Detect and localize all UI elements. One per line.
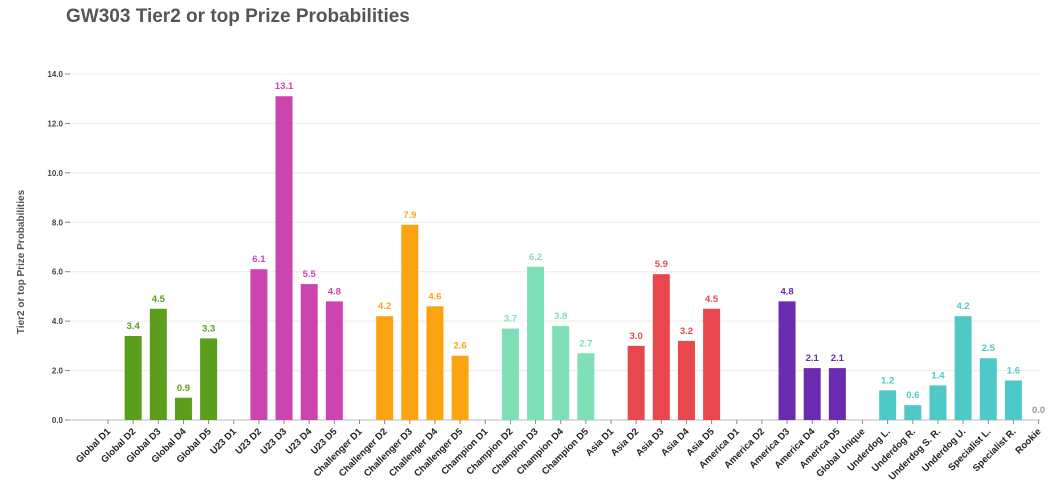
bar-value-label: 3.4 [127,321,141,332]
y-tick-label: 14.0 [47,70,63,79]
bar-value-label: 1.2 [881,375,894,386]
bar [325,301,343,420]
bar [904,405,922,420]
bar [275,96,293,420]
y-tick-label: 8.0 [52,218,64,227]
bar-value-label: 6.1 [252,254,266,265]
bar [124,335,142,420]
bar [527,266,545,420]
chart-title: GW303 Tier2 or top Prize Probabilities [66,6,410,27]
bar [627,345,645,420]
bar [451,355,469,420]
bar [954,316,972,420]
y-tick-label: 0.0 [52,416,64,425]
bar-value-label: 4.2 [378,301,391,312]
bar-value-label: 4.5 [152,294,166,305]
bar [401,224,419,420]
x-category-label: U23 D2 [233,426,264,457]
bar [300,284,318,420]
bar [250,269,268,420]
bar-value-label: 4.5 [705,294,719,305]
bar-value-label: 3.0 [630,331,643,342]
bar-value-label: 0.6 [906,390,919,401]
bar-value-label: 3.7 [504,314,517,325]
bar [174,397,192,420]
bar-value-label: 0.9 [177,383,190,394]
bar [979,358,997,420]
bar [677,340,695,420]
x-category-label: U23 D1 [208,426,239,457]
bar [149,308,167,420]
bar-value-label: 5.9 [655,259,668,270]
bar [929,385,947,420]
bar [778,301,796,420]
value-labels: 3.4 4.5 0.9 3.3 6.1 13.1 5.5 4.8 4.2 7.9 4.6 2.6 3.7… [127,81,1046,416]
bar-value-label: 4.8 [780,286,793,297]
bar-value-label: 4.8 [328,286,341,297]
bar [426,306,444,420]
bar [652,274,670,420]
x-category-label: Rookie [1013,426,1043,456]
bar [803,368,821,420]
bar-value-label: 2.6 [453,341,466,352]
bar [577,353,595,420]
bar [703,308,721,420]
bar-value-label: 4.2 [956,301,969,312]
bar-value-label: 3.2 [680,326,693,337]
bar-value-label: 7.9 [403,210,416,221]
x-category-label: U23 D3 [259,426,290,457]
bar-value-label: 0.0 [1032,405,1045,416]
y-axis-title: Tier2 or top Prize Probabilities [16,189,27,334]
bar [828,368,846,420]
bar-value-label: 5.5 [303,269,317,280]
bar-value-label: 4.6 [428,291,441,302]
bars [124,96,1022,420]
bar-value-label: 6.2 [529,252,542,263]
y-tick-label: 4.0 [52,317,64,326]
bar-value-label: 3.8 [554,311,567,322]
bar-value-label: 2.7 [579,338,592,349]
bar-value-label: 2.1 [806,353,820,364]
bar-value-label: 1.6 [1007,365,1020,376]
y-tick-label: 2.0 [52,367,64,376]
bar-value-label: 1.4 [931,370,945,381]
y-tick-label: 12.0 [47,119,63,128]
bar-value-label: 2.1 [831,353,845,364]
bar [376,316,394,420]
bar-value-label: 2.5 [982,343,996,354]
bar [879,390,897,420]
bar-value-label: 13.1 [275,81,294,92]
bar [200,338,218,420]
y-tick-label: 6.0 [52,268,64,277]
x-category-label: U23 D4 [284,426,315,457]
bar [552,326,570,420]
axes: 0.0 2.0 4.0 6.0 8.0 10.0 12.0 14.0 [47,70,1040,425]
bar-value-label: 3.3 [202,323,215,334]
bar [501,328,519,420]
y-tick-label: 10.0 [47,169,63,178]
bar [1004,380,1022,420]
